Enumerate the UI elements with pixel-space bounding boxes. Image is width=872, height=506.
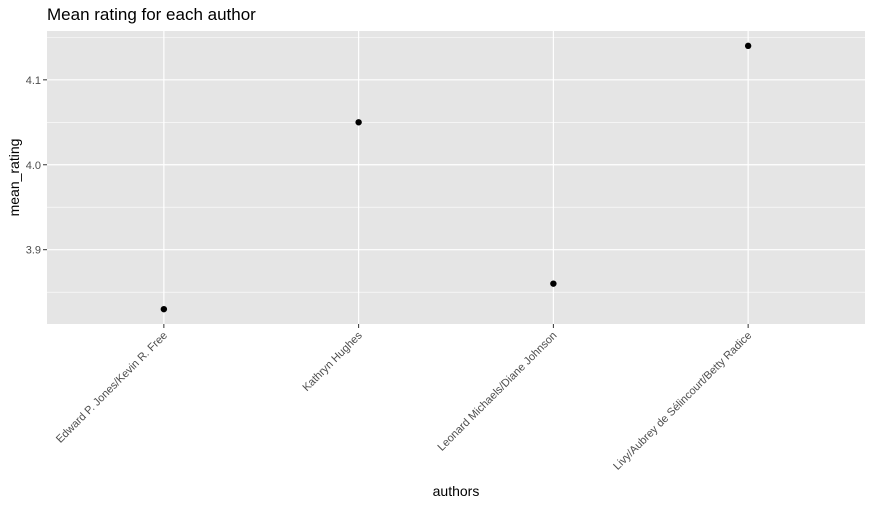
data-point <box>550 280 557 287</box>
data-point <box>160 305 168 313</box>
data-points <box>160 42 752 313</box>
y-tick-label: 4.1 <box>26 75 41 87</box>
x-tick-label: Edward P. Jones/Kevin R. Free <box>54 330 170 446</box>
data-point <box>744 42 752 50</box>
y-tick-label: 4.0 <box>26 160 41 172</box>
chart-title: Mean rating for each author <box>47 5 256 24</box>
minor-gridlines <box>47 37 865 293</box>
plot-panel <box>47 31 865 324</box>
major-gridlines <box>47 31 865 324</box>
x-tick-label: Kathryn Hughes <box>300 329 365 394</box>
x-axis-title: authors <box>433 483 480 499</box>
data-point <box>355 119 362 126</box>
y-axis-title: mean_rating <box>6 139 22 217</box>
x-axis-ticks: Edward P. Jones/Kevin R. Free Kathryn Hug… <box>54 324 754 473</box>
y-tick-label: 3.9 <box>26 245 41 257</box>
x-tick-label: Livy/Aubrey de Sélincourt/Betty Radice <box>611 330 754 473</box>
y-axis-ticks: 3.9 4.0 4.1 <box>26 75 47 257</box>
x-tick-label: Leonard Michaels/Diane Johnson <box>436 330 560 454</box>
